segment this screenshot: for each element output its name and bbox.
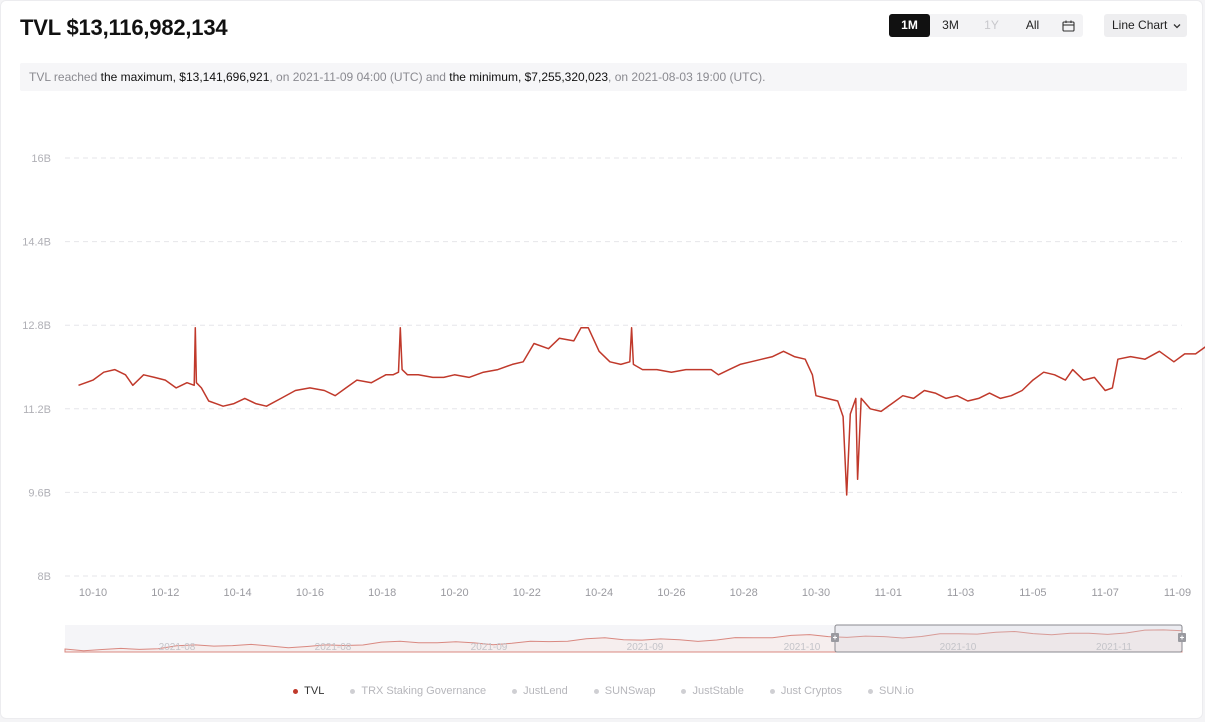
- legend-dot-icon: [512, 689, 517, 694]
- legend-dot-icon: [681, 689, 686, 694]
- legend-item[interactable]: JustLend: [512, 684, 568, 698]
- x-tick-label: 11-09: [1164, 587, 1191, 599]
- legend-dot-icon: [868, 689, 873, 694]
- legend-label: SUNSwap: [605, 685, 656, 697]
- legend-dot-icon: [770, 689, 775, 694]
- legend-item[interactable]: Just Cryptos: [770, 684, 842, 698]
- x-tick-label: 10-26: [657, 587, 685, 599]
- y-tick-label: 14.4B: [22, 237, 51, 249]
- legend-label: TVL: [304, 685, 324, 697]
- legend-label: JustLend: [523, 685, 568, 697]
- y-tick-label: 8B: [38, 571, 51, 583]
- legend-item[interactable]: SUNSwap: [594, 684, 656, 698]
- y-tick-label: 9.6B: [28, 487, 51, 499]
- x-tick-label: 10-28: [730, 587, 758, 599]
- x-tick-label: 10-24: [585, 587, 613, 599]
- legend-label: TRX Staking Governance: [361, 685, 486, 697]
- legend-dot-icon: [293, 689, 298, 694]
- legend-dot-icon: [594, 689, 599, 694]
- tvl-series-line[interactable]: [79, 307, 1205, 495]
- y-tick-label: 11.2B: [23, 404, 51, 416]
- navigator-tick-label: 2021-10: [784, 642, 821, 653]
- x-tick-label: 10-14: [224, 587, 252, 599]
- x-tick-label: 11-05: [1019, 587, 1046, 599]
- x-tick-label: 10-10: [79, 587, 107, 599]
- x-tick-label: 10-22: [513, 587, 541, 599]
- x-tick-label: 11-01: [875, 587, 902, 599]
- navigator-tick-label: 2021-10: [940, 642, 977, 653]
- navigator-tick-label: 2021-09: [627, 642, 664, 653]
- y-tick-label: 16B: [31, 153, 51, 165]
- x-tick-label: 10-30: [802, 587, 830, 599]
- navigator-tick-label: 2021-09: [471, 642, 508, 653]
- navigator-tick-label: 2021-08: [315, 642, 352, 653]
- legend-label: Just Cryptos: [781, 685, 842, 697]
- legend-label: SUN.io: [879, 685, 914, 697]
- navigator-tick-label: 2021-08: [159, 642, 196, 653]
- legend-label: JustStable: [692, 685, 743, 697]
- legend-item[interactable]: TVL: [293, 684, 324, 698]
- x-tick-label: 10-20: [440, 587, 468, 599]
- x-tick-label: 10-18: [368, 587, 396, 599]
- x-tick-label: 11-07: [1092, 587, 1119, 599]
- x-tick-label: 10-12: [151, 587, 179, 599]
- legend-item[interactable]: TRX Staking Governance: [350, 684, 486, 698]
- legend-item[interactable]: JustStable: [681, 684, 743, 698]
- legend-dot-icon: [350, 689, 355, 694]
- x-tick-label: 11-03: [947, 587, 974, 599]
- chart-legend: TVL TRX Staking Governance JustLend SUNSwap…: [1, 684, 1205, 698]
- navigator-tick-label: 2021-11: [1096, 642, 1132, 653]
- x-tick-label: 10-16: [296, 587, 324, 599]
- legend-item[interactable]: SUN.io: [868, 684, 914, 698]
- y-tick-label: 12.8B: [22, 320, 51, 332]
